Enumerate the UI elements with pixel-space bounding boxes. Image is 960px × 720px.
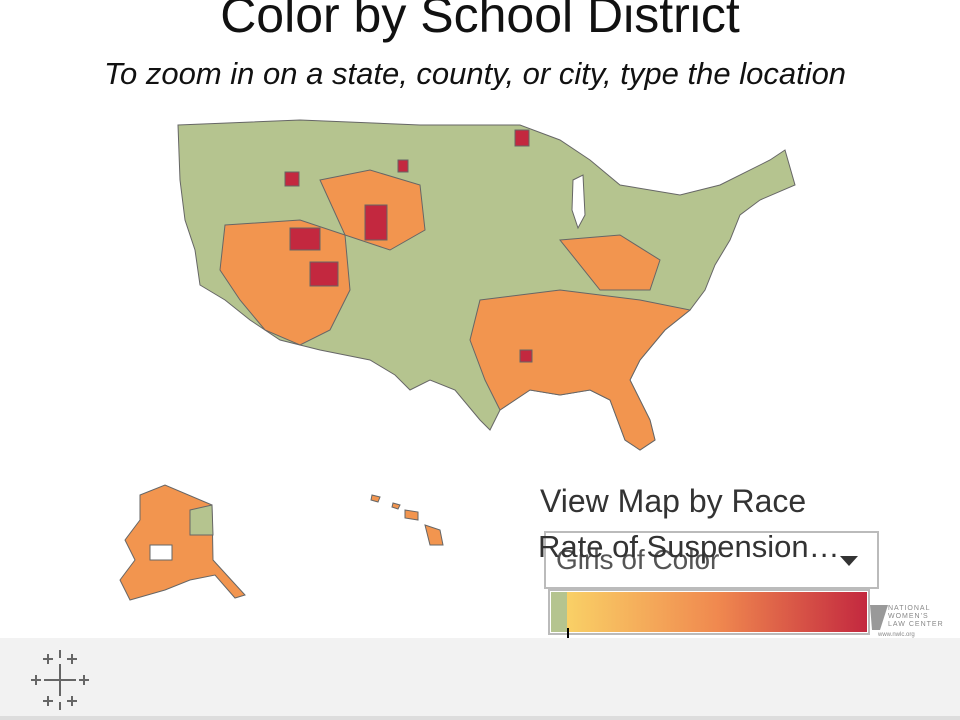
logo: NATIONAL WOMEN'S LAW CENTER www.nwlc.org: [870, 605, 944, 638]
filter-label: View Map by Race: [540, 483, 806, 519]
hawaii: [370, 494, 444, 546]
map: View Map by Race Girls of Color Rate of …: [119, 119, 944, 638]
logo-url: www.nwlc.org: [877, 632, 915, 638]
legend-frame: [548, 589, 870, 635]
footer: [0, 638, 960, 720]
filter-sublabel: Rate of Suspension…: [538, 529, 840, 564]
header: Color by School District To zoom in on a…: [0, 0, 960, 90]
us-map: [177, 119, 796, 451]
dropdown[interactable]: [544, 531, 879, 589]
legend-swatch: [551, 592, 567, 632]
logo-line: NATIONAL: [888, 605, 931, 612]
title: Color by School District: [220, 0, 740, 43]
logo-line: WOMEN'S: [888, 613, 929, 620]
dropdown-arrow[interactable]: [840, 556, 858, 566]
legend-gradient: [567, 592, 867, 632]
dropdown-value[interactable]: Girls of Color: [556, 544, 719, 575]
logo-line: LAW CENTER: [888, 621, 944, 628]
tableau-logo[interactable]: [30, 650, 90, 710]
subtitle: To zoom in on a state, county, or city, …: [103, 56, 847, 90]
alaska: [119, 484, 246, 601]
